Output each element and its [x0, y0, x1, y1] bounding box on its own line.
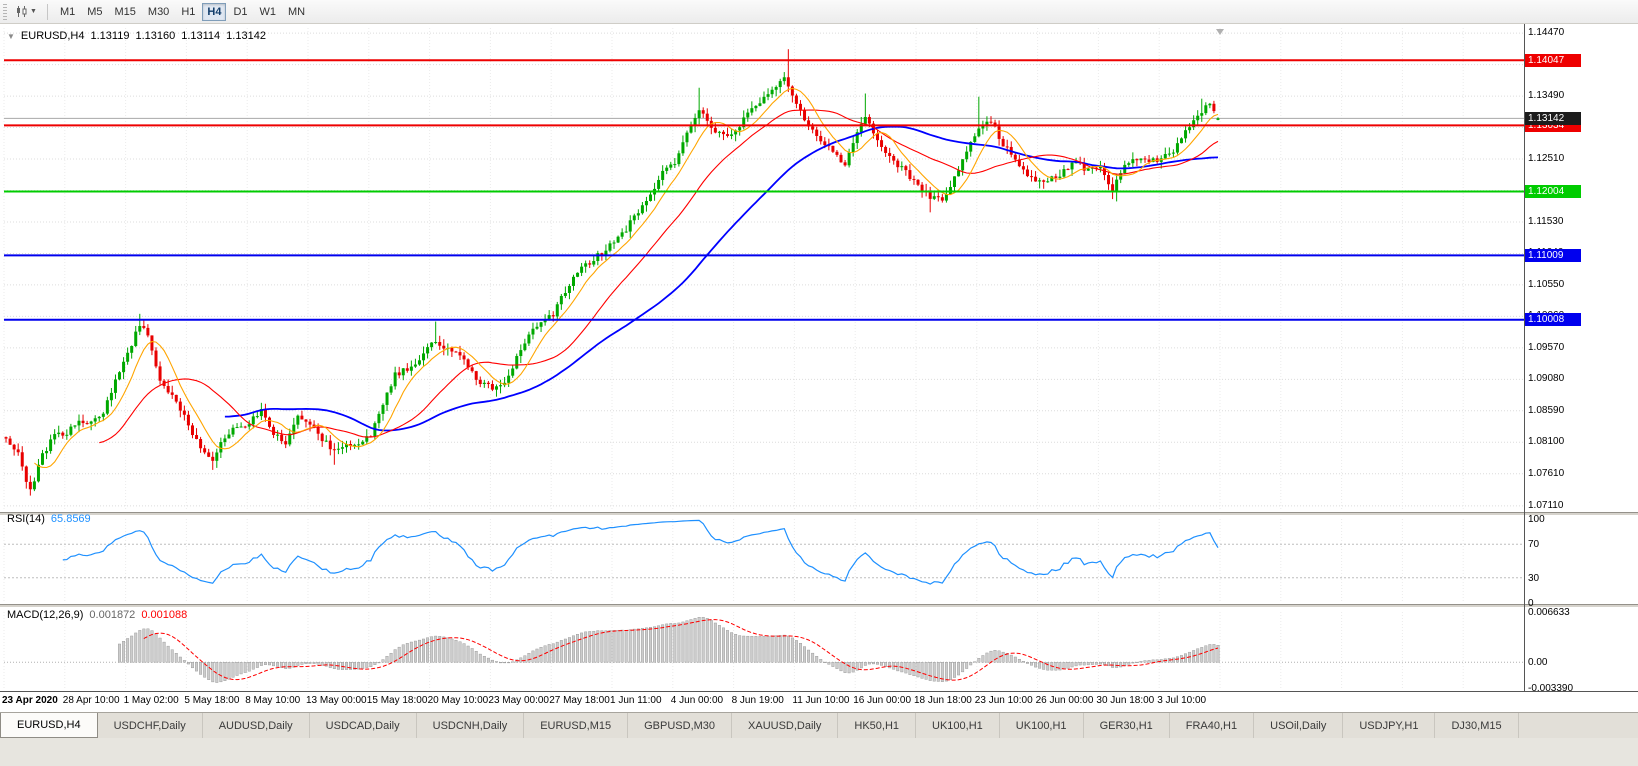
- chart-tab-uk100-h1[interactable]: UK100,H1: [1000, 713, 1084, 738]
- macd-main-value: 0.001872: [89, 609, 136, 621]
- chart-tab-usdchf-daily[interactable]: USDCHF,Daily: [98, 713, 203, 738]
- status-bar: [0, 738, 1638, 766]
- chart-symbol-period: EURUSD,H4: [20, 30, 85, 42]
- rsi-value: 65.8569: [50, 513, 91, 525]
- quote-open: 1.13119: [90, 30, 130, 42]
- chart-tab-audusd-daily[interactable]: AUDUSD,Daily: [203, 713, 310, 738]
- chart-tab-uk100-h1[interactable]: UK100,H1: [916, 713, 1000, 738]
- one-click-trading-arrow[interactable]: ▼: [7, 31, 15, 41]
- timeframe-button-m1[interactable]: M1: [59, 5, 76, 18]
- timeframe-buttons: M1 M5 M15 M30 H1 H4 D1 W1 MN: [55, 2, 310, 21]
- chart-tab-eurusd-h4[interactable]: EURUSD,H4: [0, 713, 98, 738]
- chart-header: ▼ EURUSD,H4 1.13119 1.13160 1.13114 1.13…: [7, 30, 266, 42]
- chart-tab-usdjpy-h1[interactable]: USDJPY,H1: [1343, 713, 1436, 738]
- quote-low: 1.13114: [181, 30, 221, 42]
- chevron-down-icon: ▼: [30, 8, 37, 15]
- timeframe-button-m15[interactable]: M15: [114, 5, 136, 18]
- chart-type-button[interactable]: ▼: [12, 3, 40, 20]
- macd-label: MACD(12,26,9): [7, 609, 84, 621]
- chart-tab-xauusd-daily[interactable]: XAUUSD,Daily: [732, 713, 839, 738]
- timeframe-button-m30[interactable]: M30: [147, 5, 170, 18]
- chart-tab-dj30-m15[interactable]: DJ30,M15: [1435, 713, 1519, 738]
- chart-tab-hk50-h1[interactable]: HK50,H1: [838, 713, 917, 738]
- chart-tab-usoil-daily[interactable]: USOil,Daily: [1254, 713, 1344, 738]
- rsi-header: RSI(14) 65.8569: [7, 513, 91, 525]
- timeframe-button-mn[interactable]: MN: [288, 5, 306, 18]
- chart-tab-gbpusd-m30[interactable]: GBPUSD,M30: [628, 713, 733, 738]
- rsi-label: RSI(14): [7, 513, 45, 525]
- timeframe-button-d1[interactable]: D1: [233, 5, 248, 18]
- quote-close: 1.13142: [226, 30, 266, 42]
- chart-canvas[interactable]: [0, 24, 1638, 712]
- chart-tab-fra40-h1[interactable]: FRA40,H1: [1170, 713, 1255, 738]
- toolbar-drag-handle[interactable]: [3, 3, 7, 20]
- quote-high: 1.13160: [135, 30, 176, 42]
- chart-tab-eurusd-m15[interactable]: EURUSD,M15: [524, 713, 629, 738]
- chart-tab-usdcnh-daily[interactable]: USDCNH,Daily: [417, 713, 525, 738]
- timeframe-button-m5[interactable]: M5: [87, 5, 103, 18]
- timeframes-toolbar: ▼ M1 M5 M15 M30 H1 H4 D1 W1 MN: [0, 0, 1638, 24]
- chart-tabs-bar: EURUSD,H4 USDCHF,Daily AUDUSD,Daily USDCAD,…: [0, 712, 1638, 738]
- toolbar-separator: [46, 3, 48, 20]
- macd-signal-value: 0.001088: [141, 609, 188, 621]
- timeframe-button-h1[interactable]: H1: [181, 5, 196, 18]
- chart-tab-usdcad-daily[interactable]: USDCAD,Daily: [310, 713, 417, 738]
- timeframe-button-w1[interactable]: W1: [259, 5, 277, 18]
- candlestick-chart-icon: [17, 6, 27, 17]
- chart-tab-ger30-h1[interactable]: GER30,H1: [1084, 713, 1170, 738]
- timeframe-button-h4[interactable]: H4: [202, 2, 227, 21]
- macd-header: MACD(12,26,9) 0.001872 0.001088: [7, 609, 187, 621]
- chart-area[interactable]: 1.14470 1.13980 1.13490 1.13000 1.12510 1.120…: [0, 24, 1638, 712]
